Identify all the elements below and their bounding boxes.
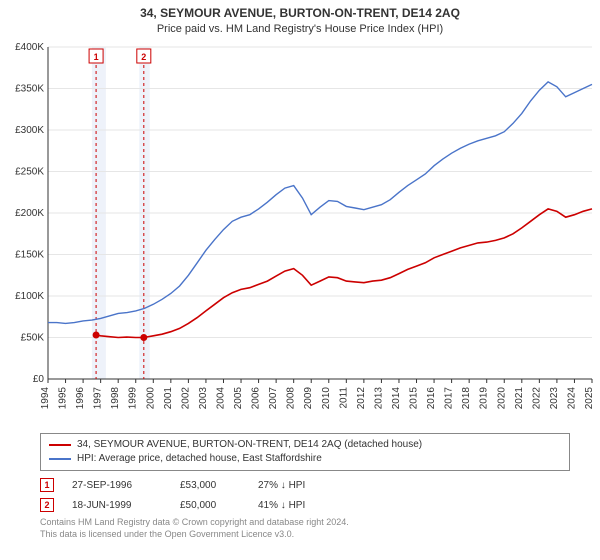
svg-text:2003: 2003: [198, 387, 209, 410]
svg-text:2009: 2009: [303, 387, 314, 410]
svg-text:£200K: £200K: [15, 208, 44, 219]
transaction-date: 18-JUN-1999: [72, 500, 162, 511]
svg-text:2013: 2013: [373, 387, 384, 410]
svg-text:£400K: £400K: [15, 42, 44, 53]
svg-text:2017: 2017: [444, 387, 455, 410]
svg-text:2: 2: [141, 52, 146, 62]
line-chart-svg: £0 £50K £100K £150K £200K £250K £300K £350K £400…: [0, 39, 600, 429]
legend-label-hpi: HPI: Average price, detached house, East…: [77, 452, 322, 466]
svg-text:2006: 2006: [251, 387, 262, 410]
transaction-diff: 27% ↓ HPI: [258, 480, 338, 491]
svg-text:1994: 1994: [40, 387, 51, 410]
svg-text:2022: 2022: [531, 387, 542, 410]
svg-text:1995: 1995: [58, 387, 69, 410]
svg-text:£0: £0: [33, 374, 45, 385]
svg-text:1999: 1999: [128, 387, 139, 410]
svg-text:2011: 2011: [338, 387, 349, 409]
svg-text:2007: 2007: [268, 387, 279, 410]
svg-text:2002: 2002: [180, 387, 191, 410]
legend-swatch-hpi: [49, 458, 71, 460]
footer-line-2: This data is licensed under the Open Gov…: [40, 529, 570, 541]
transaction-price: £50,000: [180, 500, 240, 511]
transaction-price: £53,000: [180, 480, 240, 491]
legend-item-hpi: HPI: Average price, detached house, East…: [49, 452, 561, 466]
svg-text:£100K: £100K: [15, 291, 44, 302]
svg-text:2016: 2016: [426, 387, 437, 410]
footer-attribution: Contains HM Land Registry data © Crown c…: [40, 517, 570, 540]
chart-title: 34, SEYMOUR AVENUE, BURTON-ON-TRENT, DE1…: [0, 0, 600, 20]
transaction-badge: 1: [40, 478, 54, 492]
svg-text:2014: 2014: [391, 387, 402, 410]
svg-text:2023: 2023: [549, 387, 560, 410]
legend-swatch-property: [49, 444, 71, 446]
svg-text:2018: 2018: [461, 387, 472, 410]
transaction-badge: 2: [40, 498, 54, 512]
svg-text:2000: 2000: [145, 387, 156, 410]
svg-text:2008: 2008: [286, 387, 297, 410]
svg-text:2004: 2004: [215, 387, 226, 410]
svg-text:2005: 2005: [233, 387, 244, 410]
svg-text:1996: 1996: [75, 387, 86, 410]
legend-item-property: 34, SEYMOUR AVENUE, BURTON-ON-TRENT, DE1…: [49, 438, 561, 452]
svg-text:£150K: £150K: [15, 250, 44, 261]
chart-plot-area: £0 £50K £100K £150K £200K £250K £300K £350K £400…: [0, 39, 600, 429]
svg-text:2010: 2010: [321, 387, 332, 410]
transaction-row: 1 27-SEP-1996 £53,000 27% ↓ HPI: [40, 475, 570, 495]
svg-text:£350K: £350K: [15, 84, 44, 95]
svg-text:£50K: £50K: [21, 333, 45, 344]
chart-subtitle: Price paid vs. HM Land Registry's House …: [0, 20, 600, 39]
transaction-diff: 41% ↓ HPI: [258, 500, 338, 511]
svg-text:£300K: £300K: [15, 125, 44, 136]
transaction-row: 2 18-JUN-1999 £50,000 41% ↓ HPI: [40, 495, 570, 515]
svg-text:2001: 2001: [163, 387, 174, 410]
svg-text:2012: 2012: [356, 387, 367, 410]
transaction-table: 1 27-SEP-1996 £53,000 27% ↓ HPI 2 18-JUN…: [40, 475, 570, 515]
chart-container: 34, SEYMOUR AVENUE, BURTON-ON-TRENT, DE1…: [0, 0, 600, 560]
transaction-date: 27-SEP-1996: [72, 480, 162, 491]
svg-text:2015: 2015: [409, 387, 420, 410]
legend-label-property: 34, SEYMOUR AVENUE, BURTON-ON-TRENT, DE1…: [77, 438, 422, 452]
svg-text:£250K: £250K: [15, 167, 44, 178]
svg-text:1997: 1997: [93, 387, 104, 410]
svg-text:2024: 2024: [566, 387, 577, 410]
svg-text:2019: 2019: [479, 387, 490, 410]
legend: 34, SEYMOUR AVENUE, BURTON-ON-TRENT, DE1…: [40, 433, 570, 471]
svg-text:2021: 2021: [514, 387, 525, 410]
footer-line-1: Contains HM Land Registry data © Crown c…: [40, 517, 570, 529]
svg-text:1998: 1998: [110, 387, 121, 410]
svg-text:1: 1: [94, 52, 99, 62]
svg-text:2020: 2020: [496, 387, 507, 410]
svg-text:2025: 2025: [584, 387, 595, 410]
